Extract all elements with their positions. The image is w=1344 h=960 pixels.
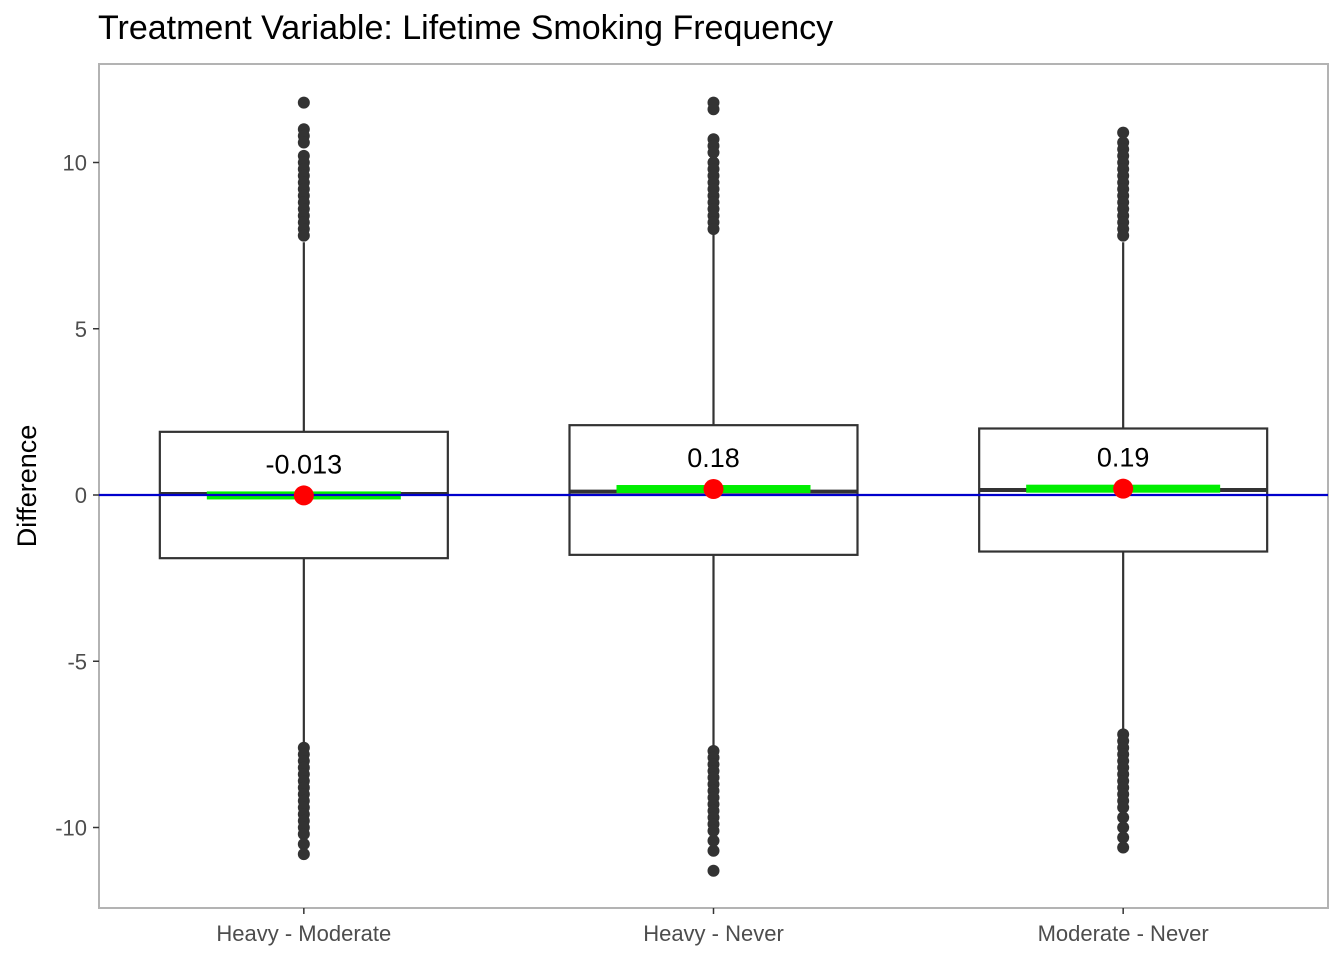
outlier-point: [707, 223, 720, 235]
outlier-point: [297, 96, 310, 109]
outlier-point: [707, 146, 720, 159]
outlier-point: [297, 229, 310, 242]
mean-point: [293, 485, 314, 506]
mean-point: [1113, 478, 1134, 499]
outlier-point: [707, 824, 720, 837]
outlier-point: [297, 838, 310, 851]
outlier-point: [1117, 126, 1130, 139]
x-tick-label: Heavy - Moderate: [216, 921, 391, 946]
outlier-point: [707, 844, 720, 857]
y-tick-label: 10: [63, 151, 87, 176]
outlier-point: [297, 848, 310, 861]
y-tick-label: 0: [75, 483, 87, 508]
mean-value-label: 0.19: [1097, 443, 1150, 473]
outlier-point: [707, 834, 720, 847]
outlier-point: [1117, 801, 1130, 814]
y-tick-label: 5: [75, 317, 87, 342]
plot-area: 10 5 0 -5 -10 Heavy - Moderate Heavy - Never Mo…: [55, 63, 1329, 946]
outlier-point: [297, 828, 310, 841]
y-axis-title: Difference: [12, 425, 42, 548]
outlier-point: [1117, 841, 1130, 854]
outlier-point: [1117, 229, 1130, 242]
y-tick-label: -10: [55, 816, 87, 841]
mean-value-label: -0.013: [266, 449, 343, 479]
mean-point: [703, 479, 724, 500]
y-tick-label: -5: [67, 649, 87, 674]
outlier-point: [1117, 821, 1130, 834]
x-tick-label: Moderate - Never: [1038, 921, 1209, 946]
outlier-point: [297, 136, 310, 149]
outlier-point: [707, 864, 720, 877]
outlier-point: [1117, 811, 1130, 824]
x-tick-label: Heavy - Never: [643, 921, 784, 946]
chart-title: Treatment Variable: Lifetime Smoking Fre…: [98, 9, 833, 47]
outlier-point: [707, 103, 720, 116]
outlier-point: [1117, 831, 1130, 844]
mean-value-label: 0.18: [687, 443, 740, 473]
